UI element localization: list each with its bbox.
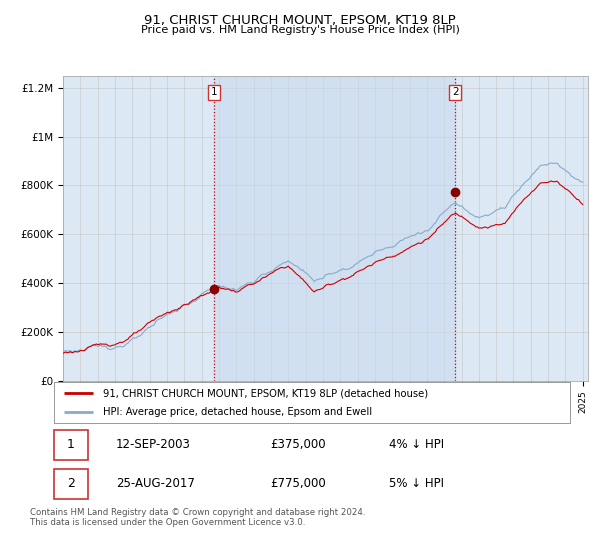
Text: 4% ↓ HPI: 4% ↓ HPI xyxy=(389,438,445,451)
Text: 91, CHRIST CHURCH MOUNT, EPSOM, KT19 8LP: 91, CHRIST CHURCH MOUNT, EPSOM, KT19 8LP xyxy=(144,14,456,27)
Text: Contains HM Land Registry data © Crown copyright and database right 2024.
This d: Contains HM Land Registry data © Crown c… xyxy=(30,508,365,528)
FancyBboxPatch shape xyxy=(54,430,88,460)
Text: 5% ↓ HPI: 5% ↓ HPI xyxy=(389,477,445,491)
Text: 91, CHRIST CHURCH MOUNT, EPSOM, KT19 8LP (detached house): 91, CHRIST CHURCH MOUNT, EPSOM, KT19 8LP… xyxy=(103,389,428,398)
Text: 2: 2 xyxy=(452,87,458,97)
Text: 2: 2 xyxy=(67,477,75,491)
Text: HPI: Average price, detached house, Epsom and Ewell: HPI: Average price, detached house, Epso… xyxy=(103,407,372,417)
Text: 25-AUG-2017: 25-AUG-2017 xyxy=(116,477,195,491)
Bar xyxy=(214,76,455,381)
Text: Price paid vs. HM Land Registry's House Price Index (HPI): Price paid vs. HM Land Registry's House … xyxy=(140,25,460,35)
FancyBboxPatch shape xyxy=(54,469,88,500)
Text: 1: 1 xyxy=(211,87,217,97)
Text: £375,000: £375,000 xyxy=(271,438,326,451)
Text: 1: 1 xyxy=(67,438,75,451)
Text: 12-SEP-2003: 12-SEP-2003 xyxy=(116,438,191,451)
Text: £775,000: £775,000 xyxy=(271,477,326,491)
